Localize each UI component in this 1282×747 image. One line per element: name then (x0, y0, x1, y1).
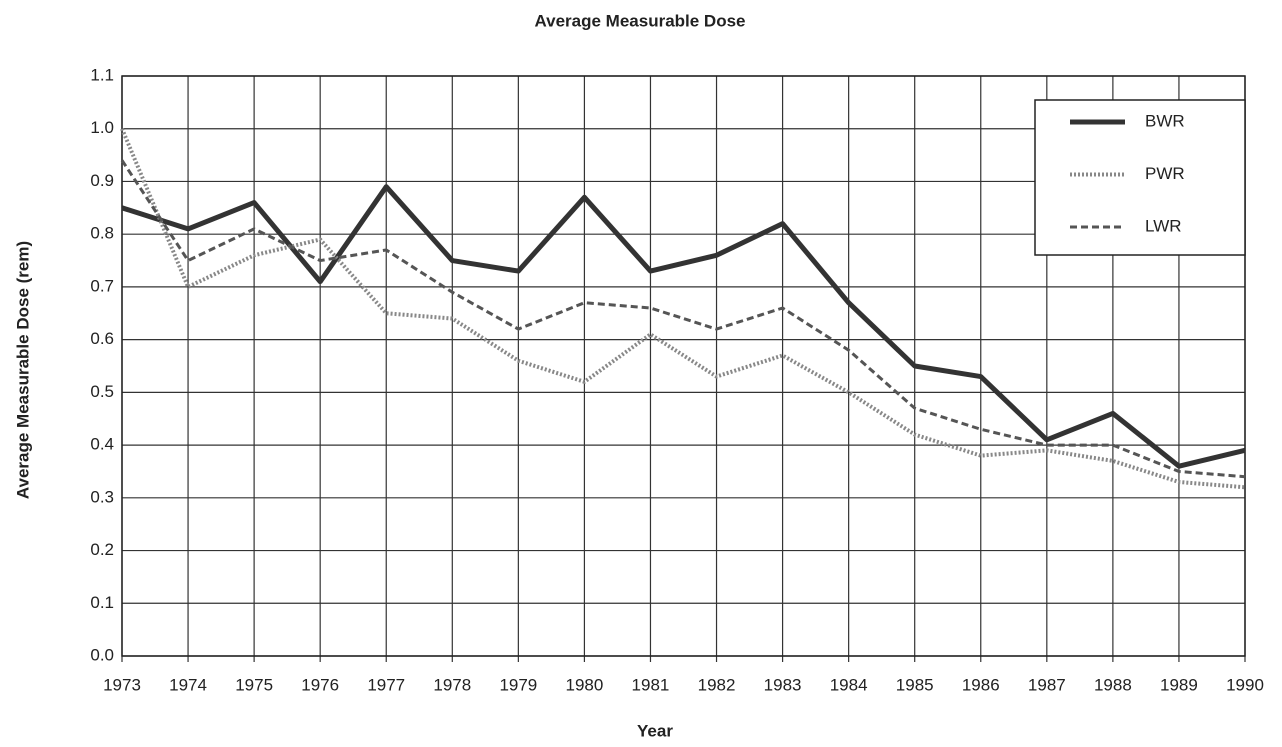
y-tick-label: 0.6 (90, 329, 114, 348)
y-tick-label: 0.8 (90, 224, 114, 243)
x-tick-label: 1978 (433, 675, 471, 694)
y-tick-label: 0.7 (90, 276, 114, 295)
plot-frame (121, 75, 1246, 657)
data-line (121, 184, 1246, 469)
y-tick-label: 0.2 (90, 540, 114, 559)
y-tick-label: 1.1 (90, 65, 114, 84)
data-line (120, 159, 1246, 479)
x-axis-label: Year (637, 721, 673, 740)
x-tick-label: 1983 (764, 675, 802, 694)
x-tick-label: 1987 (1028, 675, 1066, 694)
y-tick-label: 0.5 (90, 382, 114, 401)
y-tick-label: 0.0 (90, 645, 114, 664)
y-tick-label: 0.4 (90, 435, 114, 454)
legend-box (1034, 99, 1246, 256)
x-tick-label: 1976 (301, 675, 339, 694)
y-tick-label: 0.9 (90, 171, 114, 190)
y-tick-label: 0.3 (90, 487, 114, 506)
legend-label: BWR (1145, 111, 1185, 130)
x-tick-label: 1979 (499, 675, 537, 694)
data-line (120, 127, 1246, 490)
x-tick-label: 1974 (169, 675, 207, 694)
chart-title: Average Measurable Dose (534, 11, 745, 30)
x-tick-label: 1988 (1094, 675, 1132, 694)
y-tick-label: 0.1 (90, 593, 114, 612)
legend-label: LWR (1145, 216, 1182, 235)
x-tick-label: 1982 (698, 675, 736, 694)
x-tick-label: 1989 (1160, 675, 1198, 694)
x-tick-label: 1980 (565, 675, 603, 694)
x-tick-label: 1975 (235, 675, 273, 694)
x-tick-label: 1986 (962, 675, 1000, 694)
x-tick-label: 1973 (103, 675, 141, 694)
x-tick-label: 1990 (1226, 675, 1264, 694)
y-axis-label: Average Measurable Dose (rem) (13, 241, 32, 499)
legend-label: PWR (1145, 164, 1185, 183)
x-tick-label: 1981 (632, 675, 670, 694)
x-tick-label: 1985 (896, 675, 934, 694)
x-tick-label: 1984 (830, 675, 868, 694)
y-tick-label: 1.0 (90, 118, 114, 137)
x-tick-label: 1977 (367, 675, 405, 694)
